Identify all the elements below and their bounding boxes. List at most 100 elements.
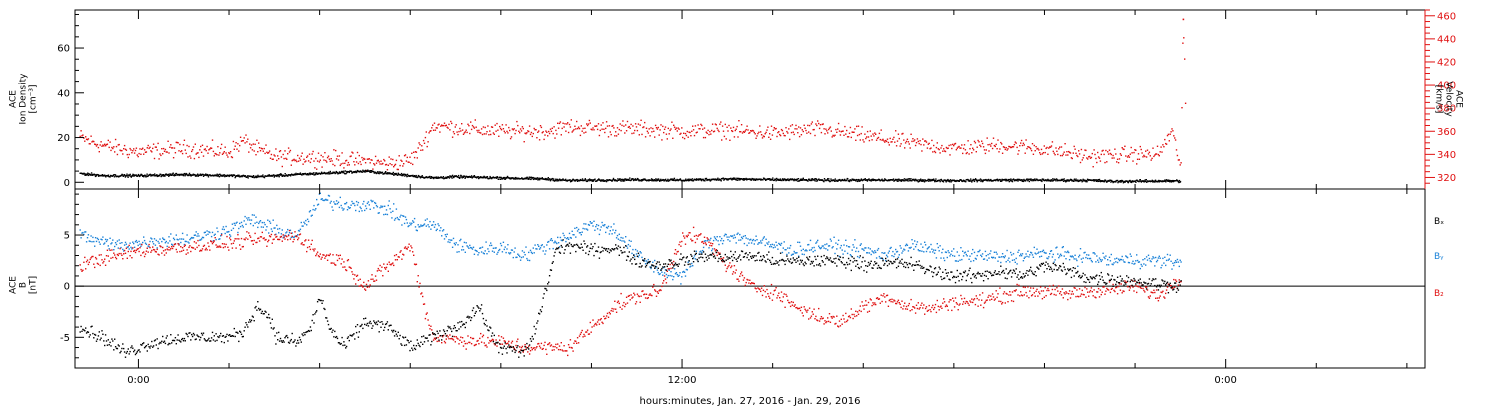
bz-point — [547, 343, 549, 346]
by-point — [497, 251, 499, 254]
velocity-point — [1057, 153, 1059, 156]
velocity-point — [1031, 143, 1034, 145]
velocity-point — [154, 146, 157, 148]
by-point — [267, 219, 269, 221]
velocity-point — [496, 122, 498, 125]
by-point — [323, 199, 325, 202]
velocity-point — [187, 156, 189, 158]
density-point — [160, 173, 162, 176]
velocity-point — [863, 141, 865, 143]
velocity-point — [1094, 153, 1096, 156]
by-point — [1013, 259, 1016, 261]
velocity-point — [921, 150, 923, 152]
by-point — [670, 271, 672, 273]
bz-point — [143, 251, 145, 253]
by-point — [609, 230, 611, 232]
velocity-point — [733, 136, 736, 138]
by-point — [593, 220, 595, 222]
by-point — [394, 217, 397, 220]
density-point — [715, 178, 717, 180]
by-point — [450, 239, 452, 241]
velocity-point — [171, 147, 174, 149]
velocity-point — [592, 127, 594, 129]
by-point — [489, 244, 491, 247]
by-point — [988, 257, 990, 259]
bz-point — [521, 345, 524, 348]
velocity-point — [118, 143, 120, 146]
velocity-point — [654, 136, 656, 138]
density-point — [515, 176, 517, 179]
velocity-point — [258, 147, 261, 149]
velocity-point — [647, 132, 649, 134]
by-point — [856, 255, 859, 258]
by-point — [825, 248, 827, 250]
by-point — [306, 218, 309, 220]
velocity-point — [1030, 148, 1032, 150]
density-point — [430, 177, 432, 179]
bz-point — [378, 269, 380, 271]
density-point — [697, 179, 699, 181]
by-point — [285, 232, 287, 234]
by-point — [838, 255, 841, 258]
velocity-point — [841, 130, 843, 132]
velocity-point — [143, 153, 145, 155]
bz-point — [546, 353, 548, 355]
by-point — [574, 227, 576, 229]
velocity-point — [306, 156, 308, 158]
bz-point — [367, 280, 370, 282]
bz-point — [379, 264, 381, 267]
velocity-point — [912, 138, 914, 140]
velocity-point — [1112, 154, 1114, 157]
density-point — [667, 180, 670, 182]
velocity-point — [1156, 145, 1159, 147]
by-point — [437, 223, 439, 225]
density-point — [636, 179, 638, 181]
by-point — [927, 247, 929, 249]
bz-point — [85, 261, 88, 263]
density-point — [329, 170, 331, 173]
by-point — [943, 259, 946, 262]
by-point — [1128, 262, 1131, 264]
density-point — [571, 179, 573, 182]
velocity-point — [1183, 37, 1185, 39]
by-point — [391, 217, 393, 219]
velocity-point — [664, 126, 667, 128]
by-point — [591, 222, 593, 224]
velocity-point — [388, 156, 390, 158]
bz-point — [109, 249, 111, 251]
density-point — [1008, 180, 1010, 183]
by-point — [955, 260, 958, 262]
by-point — [895, 251, 898, 253]
by-point — [920, 243, 922, 245]
by-point — [784, 249, 786, 251]
velocity-point — [1164, 138, 1166, 141]
bz-point — [96, 262, 99, 265]
velocity-point — [458, 130, 460, 133]
density-point — [559, 178, 561, 180]
bz-point — [347, 259, 350, 261]
velocity-point — [292, 159, 294, 161]
by-point — [630, 240, 632, 242]
bz-point — [338, 257, 341, 260]
velocity-point — [865, 137, 867, 140]
velocity-point — [325, 159, 327, 162]
density-point — [671, 178, 673, 180]
by-point — [278, 232, 280, 234]
density-point — [742, 179, 744, 181]
density-point — [964, 180, 966, 182]
density-point — [354, 171, 356, 174]
by-point — [792, 253, 794, 255]
by-point — [1026, 255, 1028, 258]
velocity-point — [413, 151, 415, 153]
density-point — [314, 172, 316, 174]
bz-point — [522, 351, 524, 353]
by-point — [312, 208, 314, 211]
density-point — [554, 180, 556, 182]
density-point — [784, 179, 786, 181]
density-point — [194, 174, 196, 176]
by-point — [870, 253, 872, 256]
by-point — [365, 207, 368, 210]
density-point — [178, 174, 180, 177]
by-point — [683, 270, 685, 273]
velocity-point — [178, 150, 180, 152]
